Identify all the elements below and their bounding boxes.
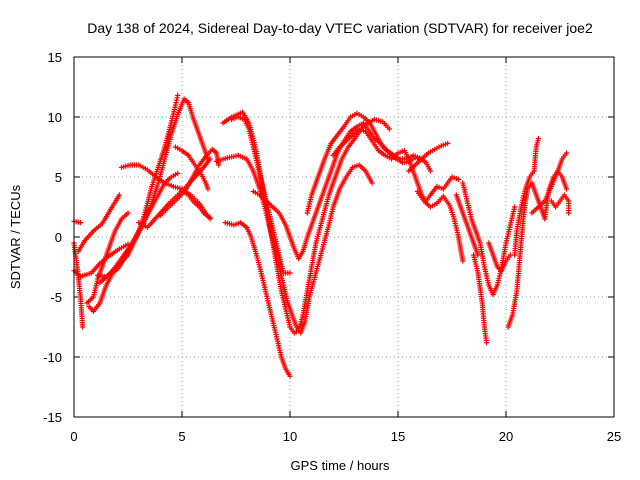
series-arc-30 bbox=[548, 192, 572, 216]
data-point bbox=[80, 324, 86, 330]
series-arc-24 bbox=[453, 192, 481, 258]
data-point bbox=[455, 176, 462, 182]
data-point bbox=[175, 92, 181, 98]
data-point bbox=[207, 156, 213, 162]
series-arc-5 bbox=[84, 210, 131, 306]
y-tick-label: 0 bbox=[55, 230, 62, 245]
series-arc-3 bbox=[71, 241, 131, 280]
series-arc-23 bbox=[460, 180, 518, 298]
y-tick-label: -5 bbox=[50, 290, 62, 305]
data-point bbox=[175, 170, 181, 176]
y-axis-label: SDTVAR / TECUs bbox=[8, 184, 23, 289]
series-arc-25 bbox=[471, 252, 490, 346]
series-arc-16 bbox=[222, 220, 293, 379]
series-arc-9 bbox=[118, 162, 213, 222]
y-tick-label: -15 bbox=[43, 410, 62, 425]
series-arc-29 bbox=[529, 150, 570, 216]
data-point bbox=[445, 140, 451, 146]
series-arc-4 bbox=[75, 192, 122, 254]
data-points bbox=[71, 92, 572, 379]
plot-frame bbox=[73, 56, 615, 418]
data-point bbox=[287, 373, 293, 379]
series-arc-22 bbox=[414, 188, 466, 264]
x-tick-label: 15 bbox=[391, 429, 405, 444]
series-arc-18 bbox=[250, 120, 433, 262]
series-arc-21 bbox=[406, 140, 451, 174]
data-point bbox=[483, 340, 490, 346]
series-arc-13 bbox=[179, 188, 213, 221]
series-arc-12 bbox=[172, 144, 211, 192]
y-tick-label: 15 bbox=[48, 50, 62, 65]
x-tick-label: 0 bbox=[70, 429, 77, 444]
data-point bbox=[427, 168, 433, 174]
x-tick-label: 25 bbox=[607, 429, 621, 444]
y-tick-label: 10 bbox=[48, 110, 62, 125]
series-arc-8 bbox=[97, 96, 211, 286]
series-arc-15 bbox=[220, 109, 392, 336]
data-point bbox=[563, 150, 570, 156]
data-point bbox=[205, 186, 211, 192]
data-point bbox=[512, 204, 518, 210]
grid bbox=[74, 57, 614, 417]
x-axis-label: GPS time / hours bbox=[291, 458, 390, 473]
data-point bbox=[287, 270, 293, 276]
x-tick-label: 5 bbox=[178, 429, 185, 444]
series-arc-20 bbox=[330, 126, 462, 204]
series-arc-26 bbox=[486, 240, 513, 274]
series-arc-28 bbox=[512, 136, 541, 258]
data-point bbox=[207, 215, 213, 221]
x-tick-label: 20 bbox=[499, 429, 513, 444]
y-tick-label: 5 bbox=[55, 170, 62, 185]
data-point bbox=[460, 258, 466, 264]
series-arc-1 bbox=[71, 218, 84, 226]
data-point bbox=[563, 186, 570, 192]
data-point bbox=[566, 210, 572, 216]
chart-title: Day 138 of 2024, Sidereal Day-to-day VTE… bbox=[87, 20, 593, 36]
data-point bbox=[77, 220, 84, 226]
data-point bbox=[125, 210, 131, 216]
data-point bbox=[369, 180, 375, 186]
axis-ticks: 0 5 10 15 20 25 -15 -10 -5 0 5 10 15 bbox=[43, 50, 621, 444]
series-arc-14 bbox=[213, 152, 375, 336]
data-point bbox=[116, 192, 122, 198]
data-point bbox=[386, 126, 392, 132]
y-tick-label: -10 bbox=[43, 350, 62, 365]
data-point bbox=[535, 136, 541, 142]
x-tick-label: 10 bbox=[283, 429, 297, 444]
